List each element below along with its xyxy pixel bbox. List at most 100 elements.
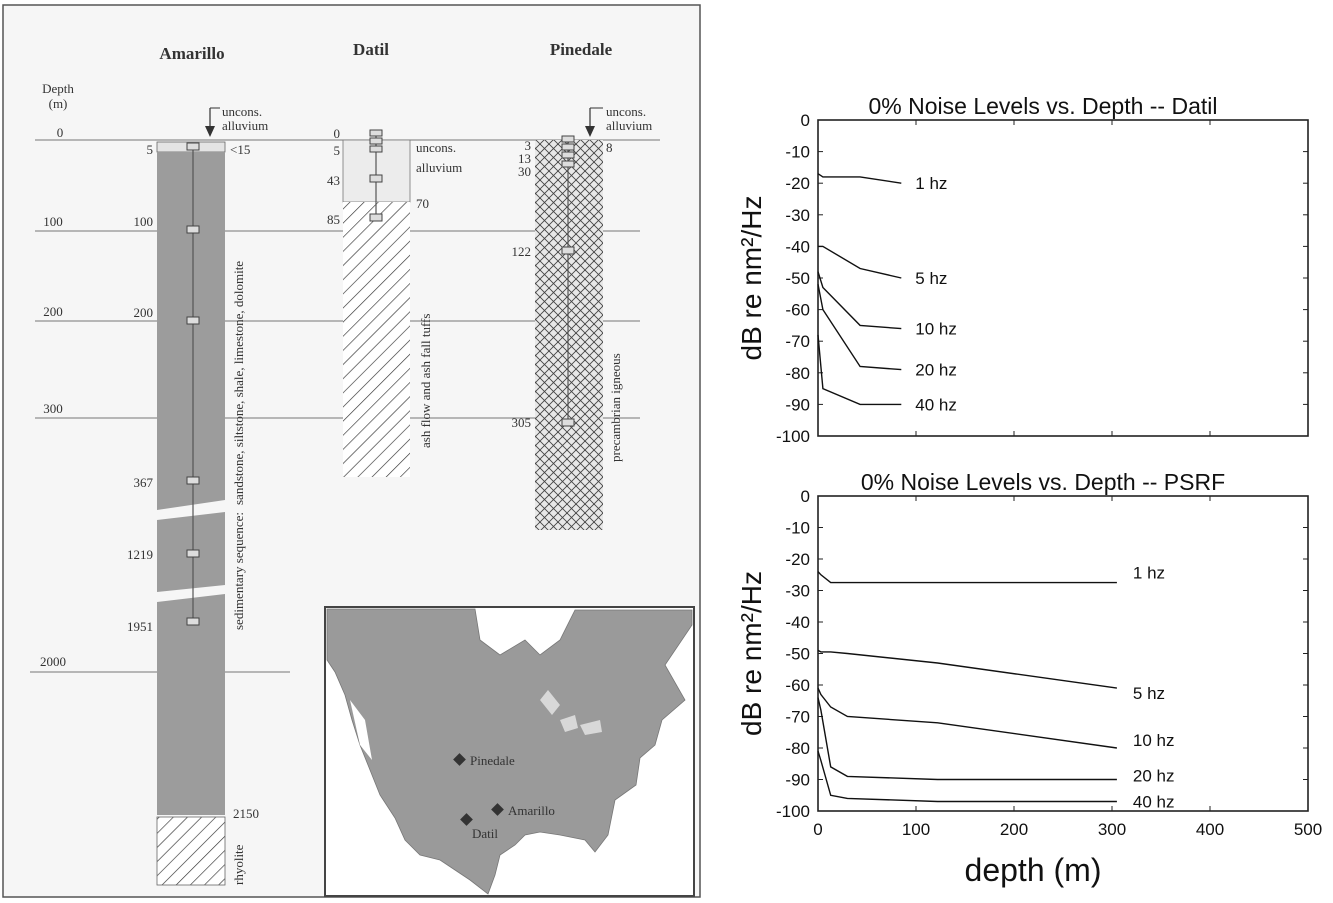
datil-depth-0: 0 <box>334 126 341 141</box>
north-america-landmass <box>326 608 693 895</box>
series-label: 40 hz <box>915 395 957 414</box>
y-tick-label: -70 <box>785 332 810 351</box>
series-label: 1 hz <box>915 174 947 193</box>
pinedale-arrow-label-1: uncons. <box>606 104 646 119</box>
datil-column: 0 5 43 85 uncons. alluvium 70 ash flow a… <box>327 126 462 477</box>
location-map: Pinedale Amarillo Datil <box>324 606 695 897</box>
y-axis-label: dB re nm²/Hz <box>736 571 767 736</box>
amarillo-depth-5: 5 <box>147 142 154 157</box>
y-tick-label: 0 <box>801 111 810 130</box>
series-line-40-hz <box>817 750 1117 803</box>
series-label: 1 hz <box>1133 564 1165 583</box>
depth-tick-200: 200 <box>43 304 63 319</box>
series-line-5-hz <box>817 649 1117 689</box>
series-label: 20 hz <box>1133 767 1175 786</box>
y-tick-label: -20 <box>785 174 810 193</box>
y-tick-label: -30 <box>785 206 810 225</box>
series-label: 5 hz <box>1133 684 1165 703</box>
x-axis-label: depth (m) <box>965 852 1102 888</box>
depth-axis-title: Depth <box>42 81 74 96</box>
x-tick-label: 200 <box>1000 820 1028 839</box>
y-tick-label: -100 <box>776 802 810 821</box>
datil-alluvium-base: 70 <box>416 196 429 211</box>
plot-frame <box>817 495 1309 812</box>
y-tick-label: -10 <box>785 519 810 538</box>
chart-title: 0% Noise Levels vs. Depth -- PSRF <box>861 469 1225 495</box>
well-name-amarillo: Amarillo <box>159 44 224 63</box>
depth-tick-2000: 2000 <box>40 654 66 669</box>
series-line-5-hz <box>818 245 902 279</box>
series-label: 10 hz <box>1133 731 1175 750</box>
datil-noise-chart: 0% Noise Levels vs. Depth -- Datil 0 -10 -2… <box>736 93 1309 446</box>
pinedale-depth-122: 122 <box>512 244 532 259</box>
amarillo-lithology: sandstone, siltstone, shale, limestone, … <box>231 261 246 505</box>
datil-alluvium-label-1: uncons. <box>416 140 456 155</box>
pinedale-depth-305: 305 <box>512 415 532 430</box>
pinedale-depth-3: 3 <box>525 138 532 153</box>
amarillo-arrow-label-2: alluvium <box>222 118 268 133</box>
y-tick-label: -40 <box>785 237 810 256</box>
amarillo-column: uncons. alluvium <15 5 100 200 367 1219 … <box>127 104 268 886</box>
amarillo-arrow-label-1: uncons. <box>222 104 262 119</box>
pinedale-column: uncons. alluvium 8 3 13 30 122 305 preca… <box>512 104 652 530</box>
svg-text:Pinedale: Pinedale <box>470 753 515 768</box>
y-tick-label: 0 <box>801 487 810 506</box>
amarillo-depth-100: 100 <box>134 214 154 229</box>
amarillo-surface-label: <15 <box>230 142 250 157</box>
y-tick-label: -10 <box>785 143 810 162</box>
x-tick-label: 300 <box>1098 820 1126 839</box>
series-line-20-hz <box>817 697 1117 781</box>
depth-axis-unit: (m) <box>49 96 68 111</box>
pinedale-lithology: precambrian igneous <box>608 353 623 462</box>
x-tick-label: 100 <box>902 820 930 839</box>
y-tick-label: -90 <box>785 395 810 414</box>
y-tick-label: -90 <box>785 771 810 790</box>
series-line-10-hz <box>817 687 1117 749</box>
y-tick-label: -60 <box>785 301 810 320</box>
series-line-1-hz <box>817 571 1117 584</box>
well-name-pinedale: Pinedale <box>550 40 613 59</box>
y-tick-label: -50 <box>785 269 810 288</box>
y-tick-label: -70 <box>785 708 810 727</box>
x-tick-label: 500 <box>1294 820 1322 839</box>
y-tick-label: -20 <box>785 550 810 569</box>
y-tick-label: -30 <box>785 582 810 601</box>
amarillo-depth-367: 367 <box>134 475 154 490</box>
well-name-datil: Datil <box>353 40 389 59</box>
series-label: 5 hz <box>915 269 947 288</box>
series-label: 10 hz <box>915 320 957 339</box>
x-tick-label: 400 <box>1196 820 1224 839</box>
pinedale-arrow-label-2: alluvium <box>606 118 652 133</box>
series-line-1-hz <box>817 173 902 184</box>
amarillo-depth-200: 200 <box>134 305 154 320</box>
y-tick-label: -80 <box>785 364 810 383</box>
svg-text:Datil: Datil <box>472 826 498 841</box>
y-tick-label: -80 <box>785 739 810 758</box>
y-axis-label: dB re nm²/Hz <box>736 196 767 361</box>
plot-frame <box>817 119 1309 437</box>
amarillo-depth-2150: 2150 <box>233 806 259 821</box>
x-tick-label: 0 <box>813 820 822 839</box>
chart-title: 0% Noise Levels vs. Depth -- Datil <box>869 93 1218 119</box>
depth-tick-100: 100 <box>43 214 63 229</box>
series-line-40-hz <box>817 334 902 406</box>
pinedale-depth-13: 13 <box>518 151 531 166</box>
y-tick-label: -60 <box>785 676 810 695</box>
datil-depth-5: 5 <box>334 143 341 158</box>
amarillo-sequence: sedimentary sequence: <box>231 512 246 630</box>
amarillo-depth-1219: 1219 <box>127 547 153 562</box>
series-label: 20 hz <box>915 361 957 380</box>
datil-depth-43: 43 <box>327 173 340 188</box>
datil-lithology: ash flow and ash fall tuffs <box>418 314 433 448</box>
depth-tick-300: 300 <box>43 401 63 416</box>
svg-text:Amarillo: Amarillo <box>508 803 555 818</box>
depth-tick-0: 0 <box>57 125 64 140</box>
series-line-10-hz <box>817 271 902 330</box>
pinedale-surface-label: 8 <box>606 140 613 155</box>
datil-alluvium-label-2: alluvium <box>416 160 462 175</box>
psrf-noise-chart: 0% Noise Levels vs. Depth -- PSRF 0 -10 -20… <box>736 469 1322 888</box>
datil-depth-85: 85 <box>327 212 340 227</box>
series-label: 40 hz <box>1133 793 1175 812</box>
amarillo-base: rhyolite <box>231 844 246 885</box>
